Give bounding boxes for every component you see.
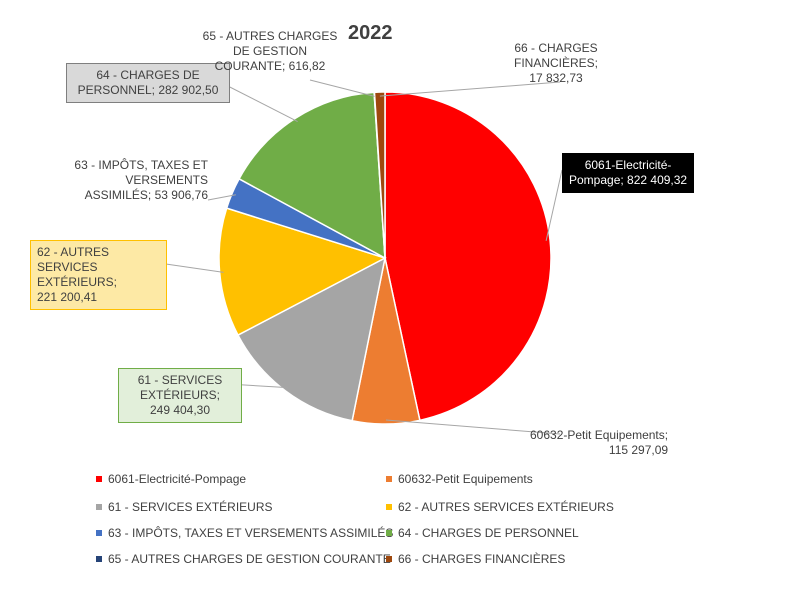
legend-item: 65 - AUTRES CHARGES DE GESTION COURANTE (96, 552, 391, 566)
data-label-charges-financieres: 66 - CHARGES FINANCIÈRES; 17 832,73 (513, 41, 598, 85)
legend-item: 63 - IMPÔTS, TAXES ET VERSEMENTS ASSIMIL… (96, 526, 393, 540)
legend-item: 61 - SERVICES EXTÉRIEURS (96, 500, 273, 514)
data-label-impots: 63 - IMPÔTS, TAXES ET VERSEMENTS ASSIMILÉS… (74, 158, 208, 202)
data-label-services-exterieurs: 61 - SERVICES EXTÉRIEURS; 249 404,30 (118, 368, 242, 423)
legend-swatch (96, 504, 102, 510)
legend-swatch (96, 556, 102, 562)
pie-slice-electricite (384, 91, 552, 422)
data-label-autres-charges-gestion: 65 - AUTRES CHARGES DE GESTION COURANTE; 6… (202, 29, 338, 73)
legend-swatch (96, 476, 102, 482)
legend-item: 60632-Petit Equipements (386, 472, 533, 486)
chart-title: 2022 (348, 22, 393, 44)
legend-swatch (96, 530, 102, 536)
legend-item: 6061-Electricité-Pompage (96, 472, 246, 486)
pie-slice-charges-personnel (238, 91, 386, 260)
data-label-electricite: 6061-Electricité- Pompage; 822 409,32 (562, 153, 695, 193)
leader-line-electricite (545, 169, 563, 242)
legend-swatch (386, 504, 392, 510)
data-label-petit-equipements: 60632-Petit Equipements; 115 297,09 (530, 428, 669, 457)
leader-line-charges-financieres (379, 81, 561, 97)
legend-item: 66 - CHARGES FINANCIÈRES (386, 552, 565, 566)
legend-item: 64 - CHARGES DE PERSONNEL (386, 526, 579, 540)
legend-swatch (386, 556, 392, 562)
leader-line-impots (207, 194, 236, 201)
pie-slice-services-exterieurs (236, 256, 387, 422)
data-label-autres-services: 62 - AUTRES SERVICES EXTÉRIEURS; 221 200,4… (30, 240, 167, 310)
leader-line-autres-charges-gestion (309, 79, 375, 97)
leader-line-petit-equipements (385, 419, 561, 435)
legend-item: 62 - AUTRES SERVICES EXTÉRIEURS (386, 500, 614, 514)
legend-swatch (386, 476, 392, 482)
pie-slice-charges-financieres (373, 91, 386, 259)
legend-swatch (386, 530, 392, 536)
data-label-charges-personnel: 64 - CHARGES DE PERSONNEL; 282 902,50 (66, 63, 230, 103)
pie-slice-autres-services (218, 207, 387, 337)
